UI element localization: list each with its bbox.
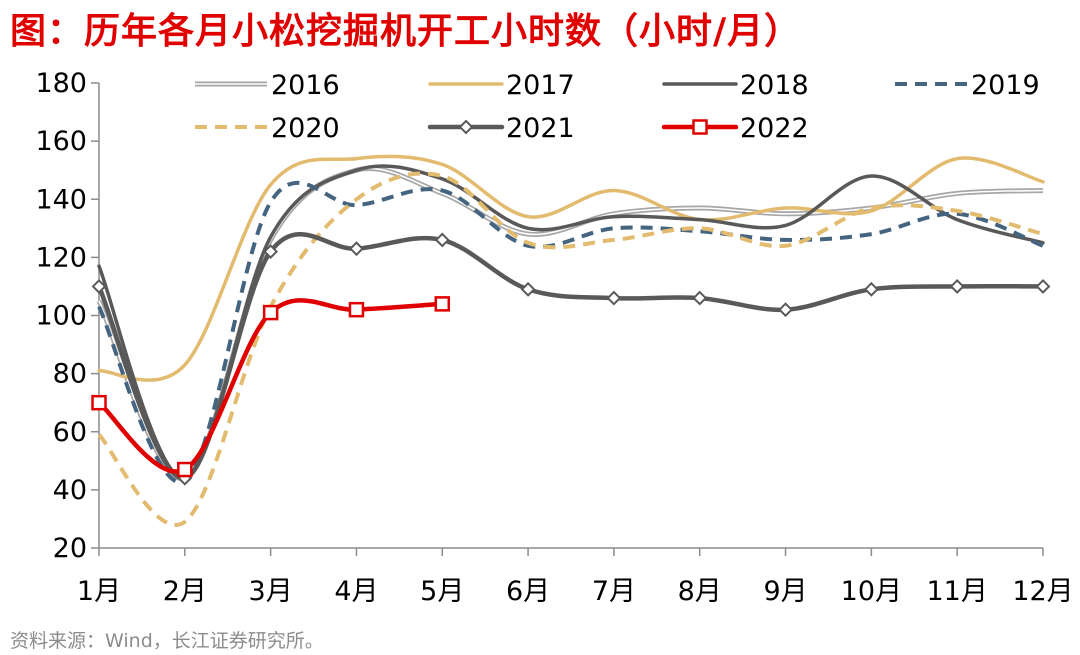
legend-label-2020: 2020 bbox=[271, 113, 340, 144]
data-point-2021 bbox=[434, 232, 450, 248]
series-line-2022 bbox=[96, 298, 445, 474]
source-note: 资料来源：Wind，长江证券研究所。 bbox=[10, 630, 324, 652]
legend: 2016 2017 2018 2019 2020 2021 2022 bbox=[195, 70, 1040, 144]
data-point-2022 bbox=[262, 304, 279, 321]
legend-marker-2022 bbox=[692, 119, 708, 135]
chart-title: 图：历年各月小松挖掘机开工小时数（小时/月） bbox=[10, 11, 802, 52]
data-point-2021 bbox=[349, 241, 364, 257]
data-point-2022 bbox=[91, 394, 107, 411]
legend-label-2019: 2019 bbox=[971, 70, 1040, 101]
x-tick-label: 12月 bbox=[1012, 576, 1073, 607]
x-tick-label: 7月 bbox=[592, 576, 636, 607]
series-lines bbox=[96, 154, 1046, 527]
x-tick-label: 2月 bbox=[163, 576, 207, 607]
legend-label-2021: 2021 bbox=[506, 113, 575, 144]
y-tick-label: 180 bbox=[35, 68, 87, 99]
y-tick-label: 20 bbox=[53, 533, 87, 564]
axes: 20 40 60 80 100 120 140 160 180 1月 2月 3月 4月 5月 6月 7月 8月 9… bbox=[35, 68, 1073, 607]
data-point-2021 bbox=[778, 302, 793, 318]
series-line-2020 bbox=[97, 171, 1044, 527]
x-tick-label: 9月 bbox=[763, 576, 807, 607]
legend-label-2022: 2022 bbox=[740, 113, 809, 144]
x-tick-label: 1月 bbox=[77, 576, 121, 607]
data-point-2021 bbox=[692, 290, 708, 306]
legend-label-2018: 2018 bbox=[740, 70, 809, 101]
x-tick-label: 5月 bbox=[420, 576, 464, 607]
data-point-2021 bbox=[520, 281, 536, 297]
data-point-2021 bbox=[863, 281, 879, 297]
x-tick-label: 11月 bbox=[927, 576, 988, 607]
series-line-2021 bbox=[96, 232, 1046, 481]
series-line-2017 bbox=[97, 154, 1045, 382]
legend-label-2016: 2016 bbox=[271, 70, 340, 101]
y-tick-label: 80 bbox=[53, 359, 87, 390]
x-tick-label: 6月 bbox=[506, 576, 550, 607]
x-tick-label: 10月 bbox=[841, 576, 902, 607]
x-tick-label: 3月 bbox=[249, 576, 293, 607]
x-tick-label: 8月 bbox=[678, 576, 722, 607]
y-tick-label: 160 bbox=[35, 126, 87, 157]
y-tick-label: 40 bbox=[53, 475, 87, 506]
data-point-2021 bbox=[949, 279, 965, 294]
legend-marker-2021 bbox=[458, 119, 474, 135]
data-point-2021 bbox=[1035, 279, 1051, 294]
y-tick-label: 100 bbox=[35, 301, 87, 332]
y-tick-label: 120 bbox=[35, 242, 87, 273]
data-point-2022 bbox=[177, 461, 193, 478]
y-tick-label: 60 bbox=[53, 417, 87, 448]
line-chart: 20 40 60 80 100 120 140 160 180 1月 2月 3月 4月 5月 6月 7月 8月 9… bbox=[35, 68, 1073, 607]
data-point-2021 bbox=[606, 290, 622, 306]
series-line-2019 bbox=[97, 180, 1044, 485]
data-point-2022 bbox=[348, 301, 365, 318]
data-point-2022 bbox=[434, 296, 451, 312]
series-markers bbox=[91, 232, 1051, 486]
legend-label-2017: 2017 bbox=[506, 70, 575, 101]
data-point-2021 bbox=[263, 244, 279, 259]
x-tick-label: 4月 bbox=[334, 576, 378, 607]
data-point-2021 bbox=[91, 279, 107, 294]
series-line-2018 bbox=[97, 164, 1045, 481]
y-tick-label: 140 bbox=[35, 184, 87, 215]
